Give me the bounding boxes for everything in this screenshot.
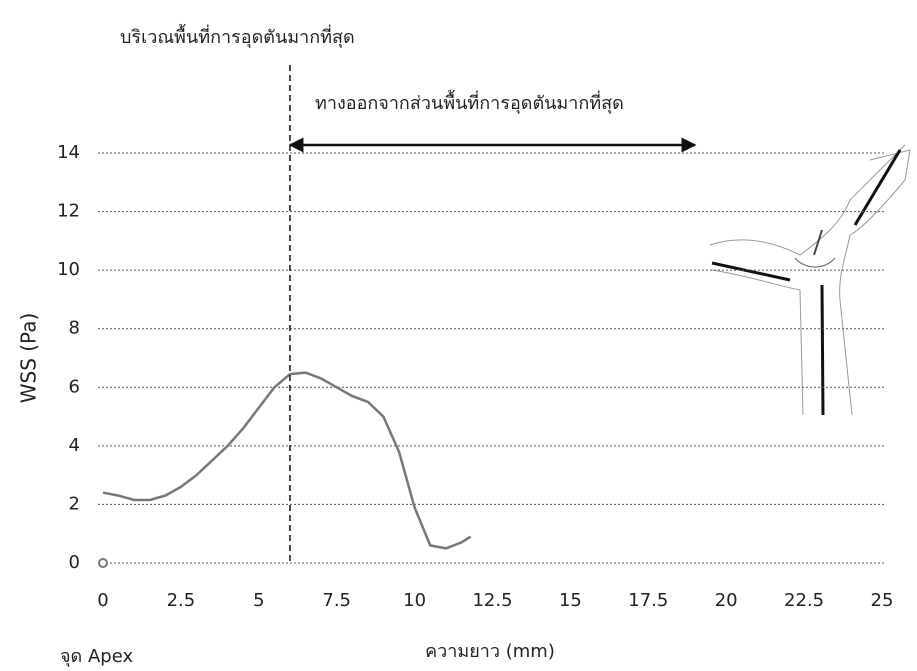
vessel-diagram xyxy=(709,144,911,416)
x-axis-label: ความยาว (mm) xyxy=(425,641,555,662)
x-tick-label: 22.5 xyxy=(784,590,824,611)
apex-point xyxy=(98,558,108,568)
data-line xyxy=(102,371,472,550)
apex-label: จุด Apex xyxy=(60,646,133,667)
y-tick-label: 2 xyxy=(69,493,80,514)
x-tick-label: 20 xyxy=(715,590,738,611)
x-tick-label: 10 xyxy=(403,590,426,611)
y-tick-label: 10 xyxy=(57,259,80,280)
x-tick-label: 15 xyxy=(559,590,582,611)
x-tick-label: 7.5 xyxy=(322,590,351,611)
marker-line-label: บริเวณพื้นที่การอุดตันมากที่สุด xyxy=(120,24,355,48)
x-tick-label: 12.5 xyxy=(472,590,512,611)
x-tick-label: 5 xyxy=(253,590,264,611)
x-tick-label: 17.5 xyxy=(628,590,668,611)
y-axis-label: WSS (Pa) xyxy=(17,313,41,404)
y-tick-label: 4 xyxy=(69,435,80,456)
x-tick-label: 0 xyxy=(97,590,108,611)
x-tick-label: 25 xyxy=(871,590,894,611)
y-tick-label: 6 xyxy=(69,376,80,397)
y-tick-label: 12 xyxy=(57,201,80,222)
range-arrow-label: ทางออกจากส่วนพื้นที่การอุดตันมากที่สุด xyxy=(315,90,624,114)
y-tick-label: 14 xyxy=(57,142,80,163)
x-tick-label: 2.5 xyxy=(167,590,196,611)
y-tick-label: 8 xyxy=(69,318,80,339)
y-tick-label: 0 xyxy=(69,552,80,573)
